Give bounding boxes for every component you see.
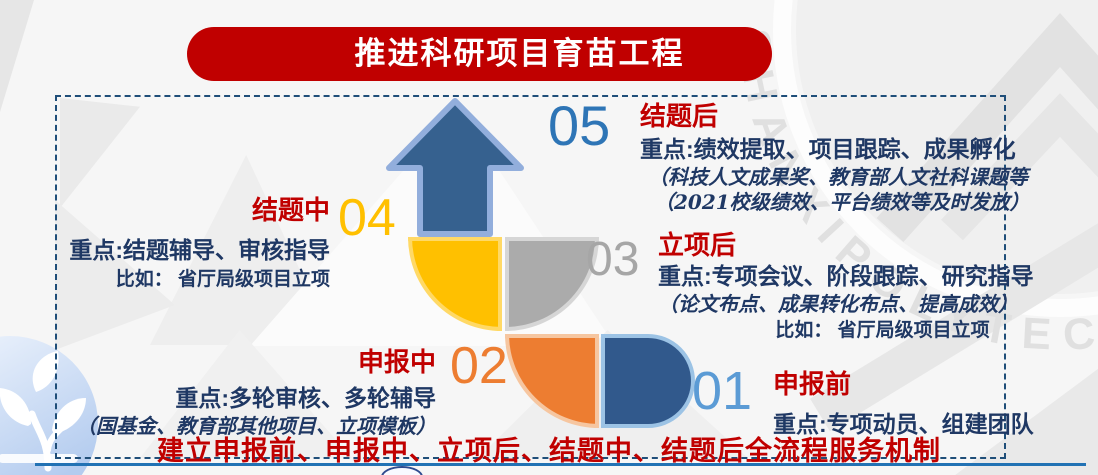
stage-label: 立项后 bbox=[658, 230, 737, 260]
step-number-03: 03 bbox=[586, 233, 640, 286]
focus-line: 重点:多轮审核、多轮辅导 bbox=[175, 385, 436, 412]
content-dashed-frame bbox=[55, 95, 1006, 459]
step-number-02: 02 bbox=[450, 337, 508, 395]
seedling-icon bbox=[0, 351, 86, 472]
corner-triangle-decoration bbox=[0, 0, 34, 112]
example-line: 比如： 省厅局级项目立项 bbox=[115, 268, 330, 290]
stage-label: 结题中 bbox=[251, 195, 330, 225]
up-arrow-shape bbox=[386, 98, 524, 237]
stage-label: 申报前 bbox=[773, 369, 852, 399]
step-number-04: 04 bbox=[338, 189, 396, 247]
step-block-04: 结题中 重点:结题辅导、审核指导 比如： 省厅局级项目立项 bbox=[69, 195, 330, 290]
step-block-01: 申报前 重点:专项动员、组建团队 bbox=[773, 369, 1034, 438]
focus-line: 重点:绩效提取、项目跟踪、成果孵化 bbox=[640, 136, 1016, 163]
title-banner: 推进科研项目育苗工程 bbox=[187, 27, 772, 81]
footer-slogan: 建立申报前、申报中、立项后、结题中、结题后全流程服务机制 bbox=[157, 436, 941, 466]
stage-label: 结题后 bbox=[640, 101, 719, 131]
step-number-01: 01 bbox=[692, 361, 753, 421]
note-line: （科技人文成果奖、教育部人文社科课题等 bbox=[648, 164, 1028, 189]
university-seal-watermark: SHANXIPOLYTECHN bbox=[729, 0, 1098, 475]
step-block-05: 结题后 重点:绩效提取、项目跟踪、成果孵化 （科技人文成果奖、教育部人文社科课题… bbox=[640, 101, 1030, 215]
note-line: （论文布点、成果转化布点、提高成效） bbox=[658, 291, 1018, 316]
step-number-05: 05 bbox=[548, 94, 611, 157]
step-block-02: 申报中 重点:多轮审核、多轮辅导 （国基金、教育部其他项目、立项模板） bbox=[76, 347, 436, 438]
step-block-03: 立项后 重点:专项会议、阶段跟踪、研究指导 （论文布点、成果转化布点、提高成效）… bbox=[658, 230, 1034, 342]
stage-label: 申报中 bbox=[357, 347, 436, 377]
focus-line: 重点:结题辅导、审核指导 bbox=[69, 237, 330, 264]
example-line: 比如： 省厅局级项目立项 bbox=[775, 320, 990, 342]
focus-line: 重点:专项动员、组建团队 bbox=[773, 411, 1034, 438]
bottom-rule bbox=[35, 463, 1086, 466]
note-line: （2021校级绩效、平台绩效等及时发放） bbox=[654, 190, 1030, 215]
note-line: （国基金、教育部其他项目、立项模板） bbox=[76, 413, 436, 438]
focus-line: 重点:专项会议、阶段跟踪、研究指导 bbox=[658, 263, 1034, 290]
halfdisc-shape-step1 bbox=[601, 334, 695, 428]
